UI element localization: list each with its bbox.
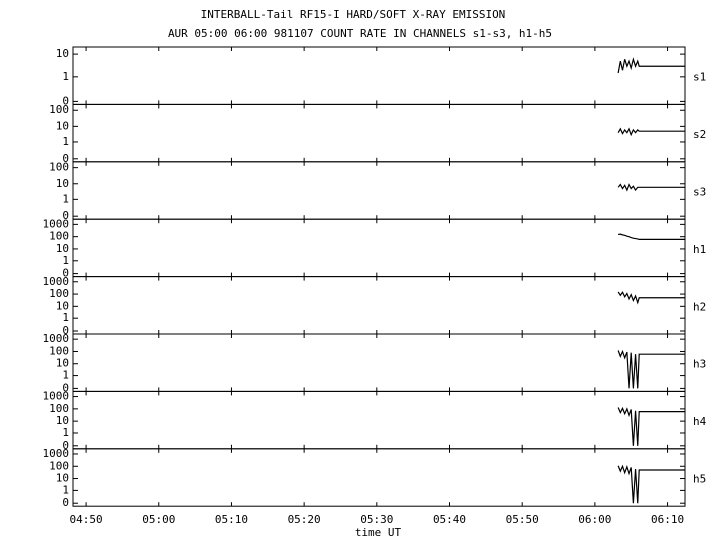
panel-label: h4 [693,415,707,428]
panel-frame [72,448,686,507]
y-tick-label: 1 [62,254,69,267]
panel-label: s1 [693,71,706,84]
panel-label: h1 [693,243,706,256]
y-tick-label: 100 [49,230,69,243]
y-tick-label: 10 [56,299,69,312]
panel-label: s3 [693,186,706,199]
y-tick-label: 1 [62,192,69,205]
x-axis-label: time UT [355,526,402,539]
y-tick-label: 10 [56,177,69,190]
data-line [617,127,685,137]
y-tick-label: 10 [56,242,69,255]
data-line [617,183,685,192]
y-tick-label: 1000 [43,217,70,230]
x-tick-label: 06:00 [578,513,611,526]
y-tick-label: 100 [49,402,69,415]
y-tick-label: 10 [56,47,69,60]
x-tick-label: 06:10 [651,513,684,526]
y-tick-label: 1 [62,369,69,382]
data-line [617,291,685,305]
y-tick-label: 0 [62,496,69,509]
data-line [617,406,685,446]
chart-subtitle: AUR 05:00 06:00 981107 COUNT RATE IN CHA… [168,27,552,40]
y-tick-label: 0 [62,267,69,280]
y-tick-label: 10 [56,357,69,370]
y-tick-label: 0 [62,439,69,452]
panel-label: h5 [693,473,706,486]
panel-label: h2 [693,300,706,313]
y-tick-label: 1 [62,135,69,148]
y-tick-label: 1 [62,70,69,83]
panel-label: h3 [693,358,706,371]
x-tick-label: 05:00 [142,513,175,526]
x-tick-label: 05:10 [215,513,248,526]
data-line [617,57,685,74]
y-tick-label: 1000 [43,447,70,460]
y-tick-label: 1 [62,483,69,496]
y-tick-label: 10 [56,472,69,485]
y-tick-label: 1 [62,311,69,324]
y-tick-label: 100 [49,103,69,116]
x-tick-label: 04:50 [70,513,103,526]
y-tick-label: 0 [62,324,69,337]
data-line [618,233,685,240]
data-line [617,464,685,504]
y-tick-label: 100 [49,161,69,174]
y-tick-label: 1 [62,426,69,439]
x-tick-label: 05:40 [433,513,466,526]
y-tick-label: 0 [62,381,69,394]
y-tick-label: 0 [62,209,69,222]
y-tick-label: 10 [56,119,69,132]
data-line [617,349,685,389]
y-tick-label: 100 [49,287,69,300]
x-tick-label: 05:20 [288,513,321,526]
y-tick-label: 1000 [43,390,70,403]
y-tick-label: 0 [62,94,69,107]
panel-label: s2 [693,128,706,141]
x-tick-label: 05:30 [360,513,393,526]
chart-title: INTERBALL-Tail RF15-I HARD/SOFT X-RAY EM… [201,8,506,21]
y-tick-label: 10 [56,414,69,427]
y-tick-label: 0 [62,152,69,165]
y-tick-label: 100 [49,344,69,357]
x-tick-label: 05:50 [506,513,539,526]
y-tick-label: 100 [49,459,69,472]
y-tick-label: 1000 [43,275,70,288]
y-tick-label: 1000 [43,332,70,345]
